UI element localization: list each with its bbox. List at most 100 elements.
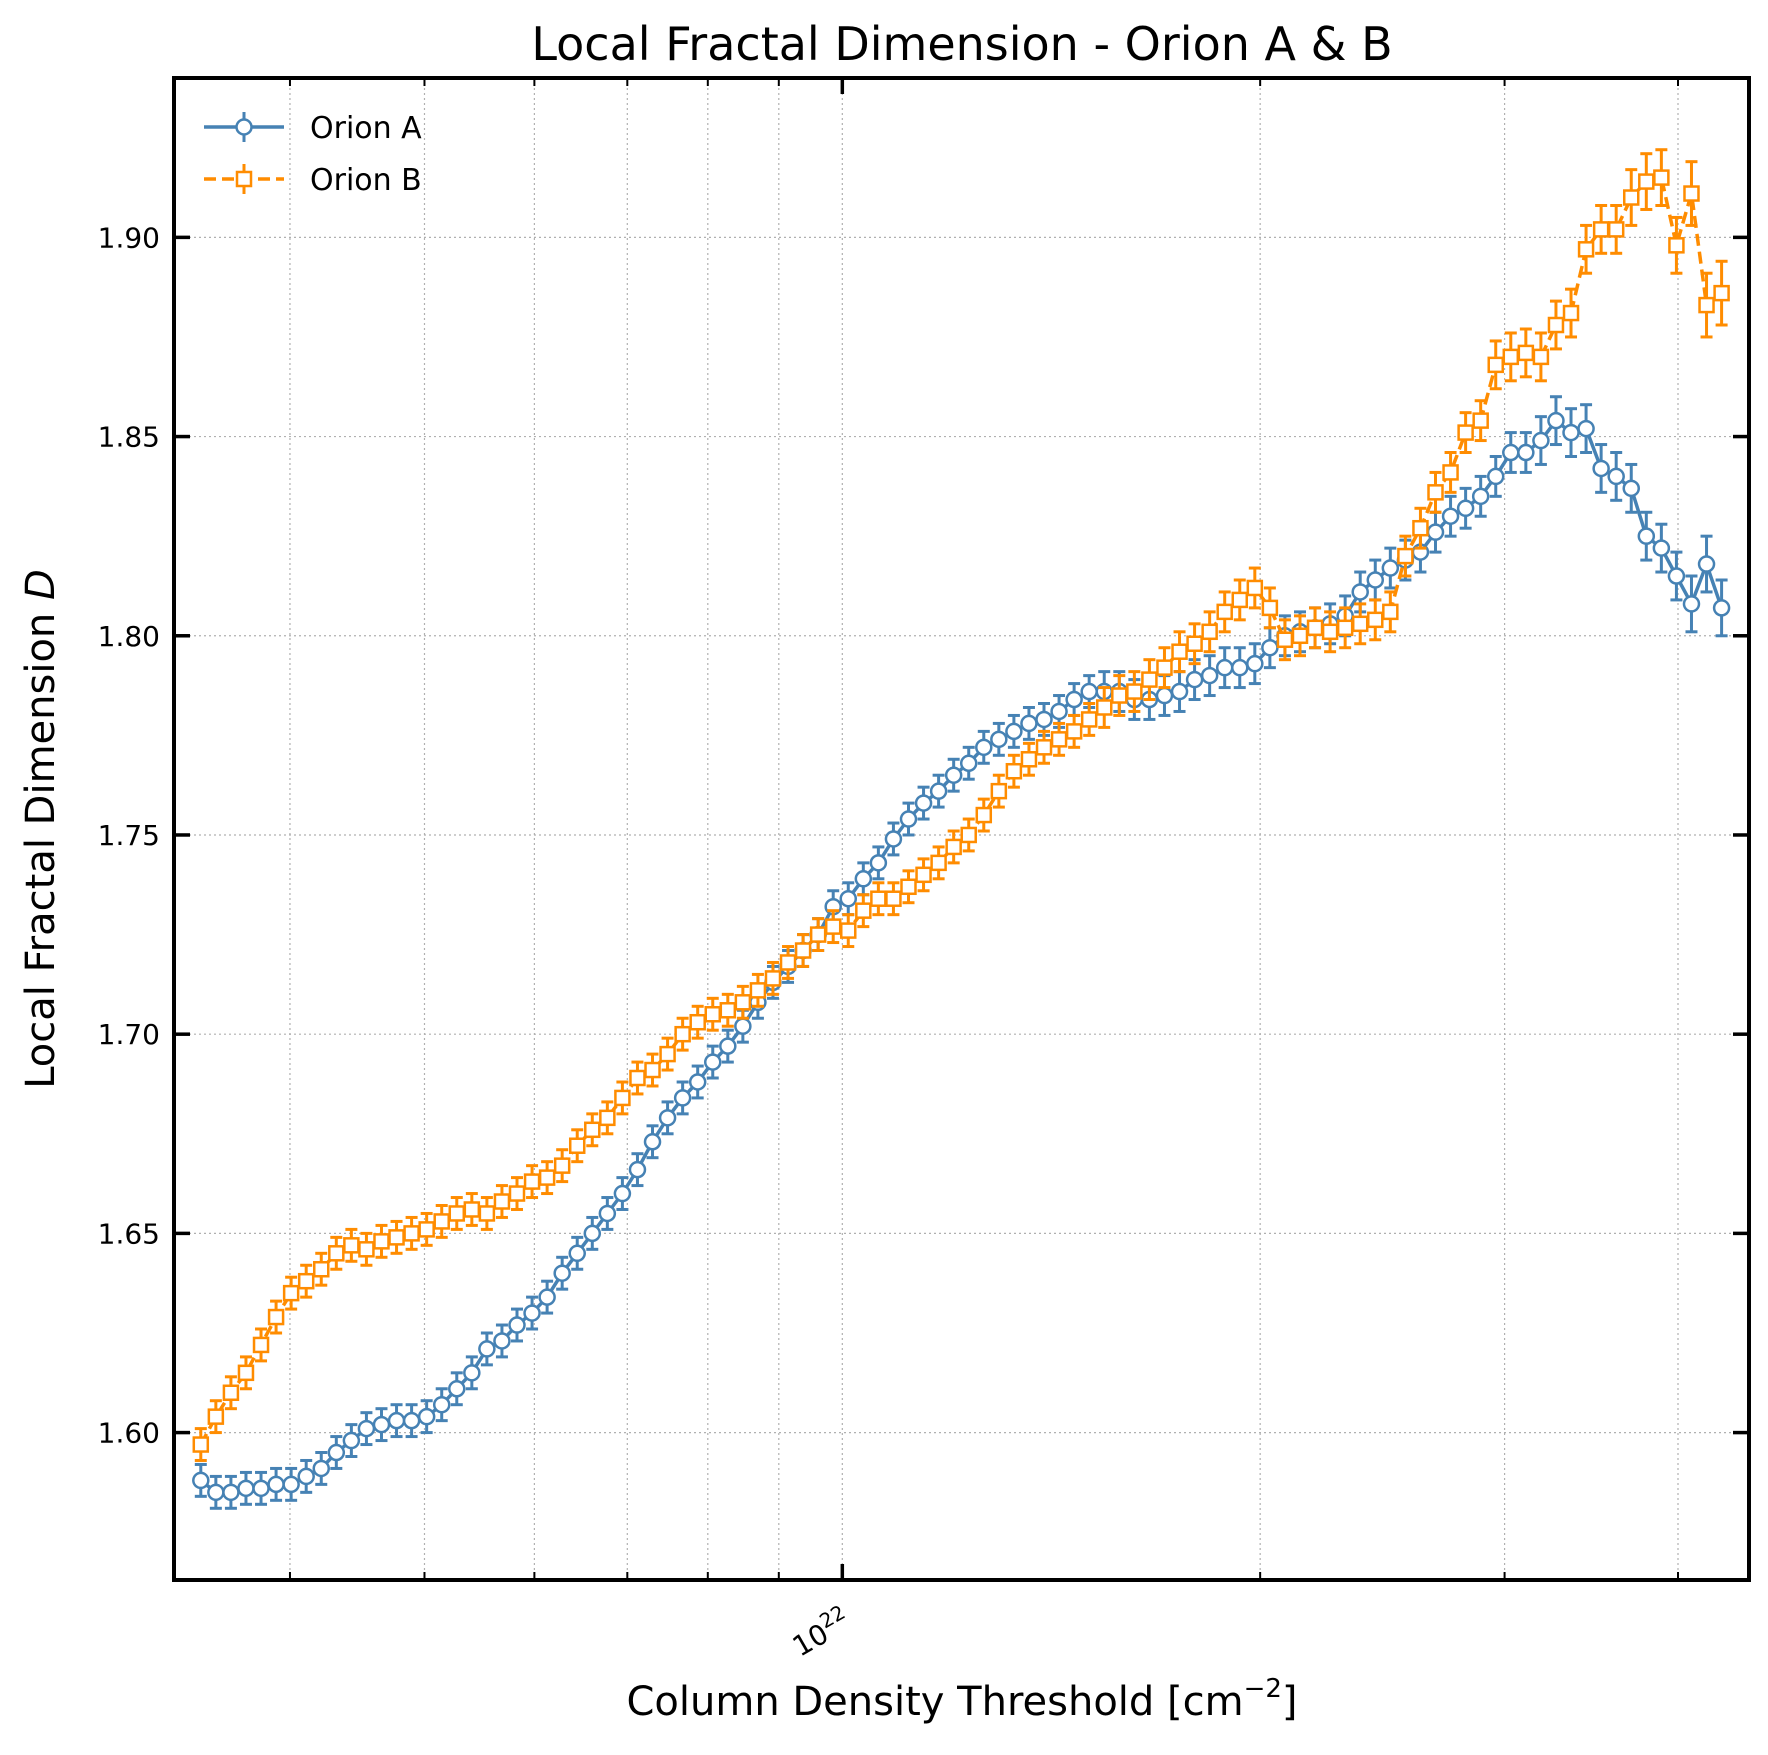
x-axis-label-text: Column Density Threshold [cm (626, 1679, 1243, 1725)
data-point (1456, 499, 1475, 518)
y-tick-label: 1.85 (98, 421, 160, 454)
data-point (689, 1013, 706, 1031)
data-point (719, 1037, 737, 1055)
data-point (1502, 348, 1520, 366)
data-point (1111, 687, 1128, 704)
data-point (673, 1089, 692, 1107)
data-point (222, 1483, 240, 1502)
data-point (463, 1201, 481, 1218)
y-axis-label: Local Fractal Dimension D (18, 569, 64, 1089)
data-point (1080, 682, 1098, 701)
data-point (779, 954, 797, 971)
data-point (899, 810, 918, 828)
data-point (1291, 627, 1309, 645)
data-point (207, 1408, 225, 1425)
series-layer (192, 148, 1731, 1510)
data-point (1306, 619, 1324, 637)
data-point (1186, 635, 1203, 652)
data-point (1005, 722, 1023, 741)
data-point (1170, 682, 1189, 701)
y-tick-label: 1.80 (98, 620, 160, 653)
data-point (1321, 623, 1339, 641)
legend-label-orion-b: Orion B (310, 163, 422, 198)
data-point (1517, 344, 1535, 362)
data-point (1367, 611, 1384, 629)
data-point (1005, 762, 1023, 780)
data-point (313, 1260, 330, 1278)
data-point (1712, 599, 1731, 617)
data-point (387, 1411, 406, 1430)
data-point (704, 1006, 721, 1023)
data-point (568, 1244, 586, 1263)
data-point (1577, 241, 1595, 258)
data-point (644, 1061, 661, 1079)
data-point (448, 1205, 466, 1222)
data-point (297, 1272, 315, 1290)
data-point (237, 1364, 255, 1382)
data-point (1231, 591, 1249, 609)
data-point (1622, 479, 1641, 498)
data-point (1156, 659, 1173, 676)
data-point (794, 942, 812, 959)
data-point (1065, 690, 1083, 709)
data-point (915, 866, 932, 884)
data-point (1366, 571, 1385, 589)
data-point (1185, 670, 1204, 689)
data-point (523, 1173, 541, 1190)
data-point (402, 1411, 421, 1430)
data-point (840, 922, 857, 939)
data-point (553, 1264, 571, 1282)
data-point (929, 782, 948, 800)
data-point (1200, 666, 1219, 685)
data-point (674, 1025, 691, 1043)
data-point (719, 1002, 737, 1019)
data-point (282, 1475, 300, 1494)
data-point (508, 1316, 526, 1334)
data-point (734, 1017, 752, 1035)
data-point (1517, 443, 1535, 462)
data-point (1171, 643, 1188, 660)
data-point (658, 1109, 677, 1127)
data-point (839, 889, 858, 908)
data-point (478, 1340, 496, 1358)
data-point (1126, 683, 1143, 700)
data-point (614, 1089, 631, 1107)
data-point (1592, 459, 1610, 478)
data-point (1547, 411, 1565, 430)
data-point (1231, 658, 1249, 677)
data-point (885, 890, 902, 907)
data-point (990, 782, 1008, 800)
data-point (538, 1288, 556, 1306)
data-point (553, 1157, 571, 1174)
data-point (342, 1431, 361, 1450)
data-point (599, 1109, 616, 1127)
data-point (1487, 356, 1504, 374)
legend-label-orion-a: Orion A (310, 111, 422, 146)
ticks: 1022 1.60 1.65 1.70 1.75 1.80 1.85 1.90 (98, 78, 1749, 1663)
x-axis-label: Column Density Threshold [cm−2] (626, 1674, 1297, 1725)
data-point (1261, 599, 1279, 617)
data-point (312, 1459, 331, 1478)
data-point (1351, 615, 1369, 633)
data-point (357, 1419, 376, 1438)
data-point (1442, 464, 1459, 481)
data-point (343, 1237, 360, 1254)
data-point (252, 1479, 270, 1498)
data-point (1095, 699, 1113, 716)
data-point (734, 994, 752, 1011)
data-point (1201, 623, 1218, 641)
data-point (1065, 723, 1083, 740)
y-tick-label: 1.70 (98, 1018, 160, 1051)
data-point (1050, 731, 1068, 748)
data-point (1698, 296, 1715, 314)
data-point (538, 1169, 556, 1186)
data-point (267, 1308, 285, 1326)
y-tick-label: 1.75 (98, 819, 160, 852)
y-axis-label-text: Local Fractal Dimension (18, 600, 64, 1089)
data-point (1577, 419, 1595, 438)
data-point (1336, 619, 1354, 637)
data-point (358, 1241, 375, 1258)
data-point (1607, 467, 1625, 486)
data-point (282, 1284, 300, 1302)
x-tick-label: 1022 (784, 1600, 856, 1663)
